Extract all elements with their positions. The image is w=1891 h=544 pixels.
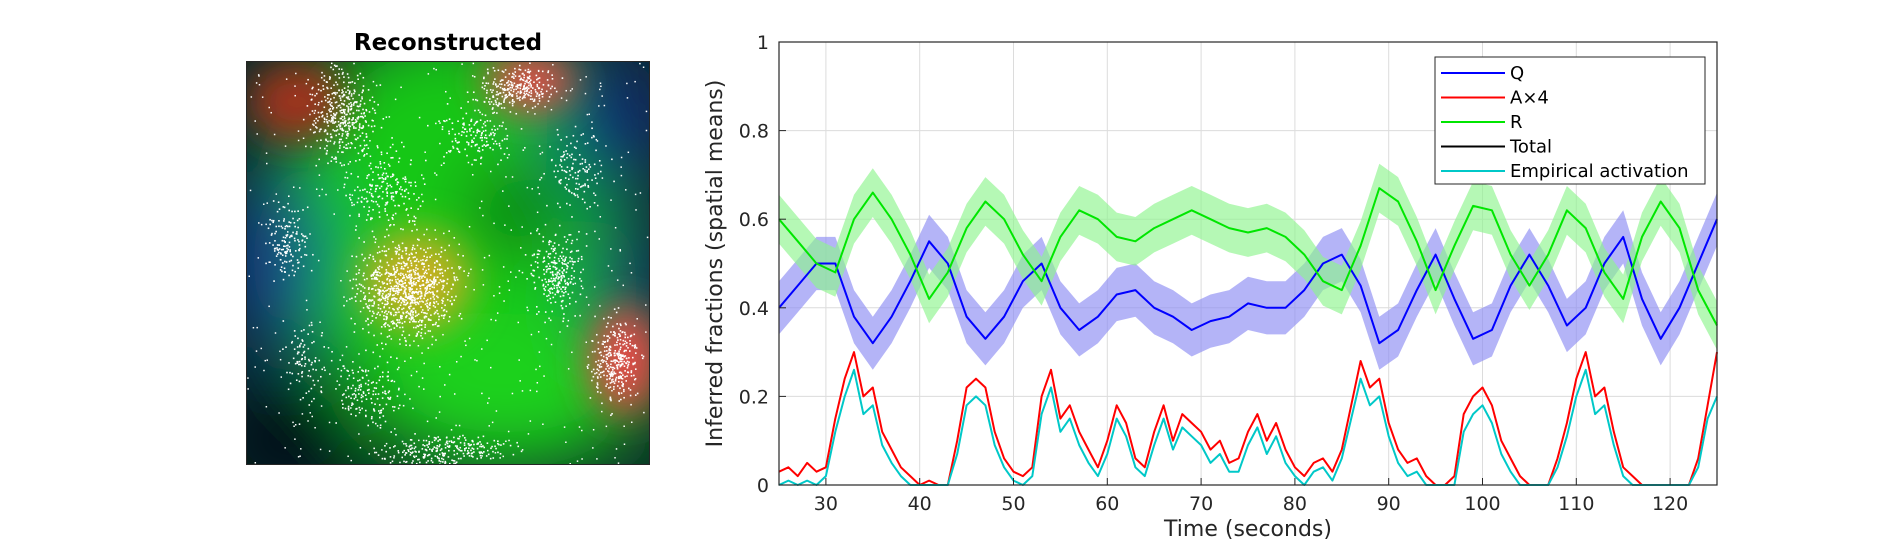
- y-tick-label: 0.2: [739, 386, 769, 408]
- legend-entry: Total: [1509, 137, 1552, 158]
- reconstructed-heatmap: [247, 62, 649, 464]
- series-line-0: [778, 218, 1718, 345]
- x-tick-label: 60: [1095, 493, 1119, 515]
- x-axis-label: Time (seconds): [1163, 517, 1332, 542]
- x-tick-label: 90: [1377, 493, 1401, 515]
- y-tick-label: 0.4: [739, 298, 769, 320]
- axes-box: [778, 41, 1718, 486]
- y-tick-label: 0.8: [739, 121, 769, 143]
- legend-entry: A×4: [1510, 88, 1549, 109]
- x-tick-label: 110: [1558, 493, 1594, 515]
- legend-entry: Empirical activation: [1510, 161, 1689, 182]
- ticks: 30 40 50 60 70 80 90 100 110 120 0 0.2 0.4 0.6 0.8 1: [739, 32, 1688, 515]
- x-tick-label: 50: [1001, 493, 1025, 515]
- band-2: [779, 163, 1717, 350]
- y-tick-label: 0: [757, 475, 769, 497]
- x-tick-label: 120: [1652, 493, 1688, 515]
- x-tick-label: 100: [1464, 493, 1500, 515]
- x-tick-label: 70: [1189, 493, 1213, 515]
- y-tick-label: 1: [757, 32, 769, 54]
- confidence-bands: [779, 163, 1717, 370]
- legend: Q A×4 R Total Empirical activation: [1434, 56, 1706, 185]
- series-line-1: [778, 351, 1718, 486]
- legend-entry: R: [1510, 112, 1523, 133]
- x-tick-label: 40: [908, 493, 932, 515]
- reconstructed-image: [246, 61, 650, 465]
- y-tick-label: 0.6: [739, 209, 769, 231]
- series-line-2: [778, 187, 1718, 326]
- band-0: [779, 192, 1717, 370]
- legend-entry: Q: [1510, 63, 1524, 84]
- y-axis-label: Inferred fractions (spatial means): [703, 80, 728, 448]
- legend-box: [1434, 56, 1706, 185]
- reconstructed-title: Reconstructed: [353, 30, 543, 56]
- x-tick-label: 80: [1283, 493, 1307, 515]
- x-tick-label: 30: [814, 493, 838, 515]
